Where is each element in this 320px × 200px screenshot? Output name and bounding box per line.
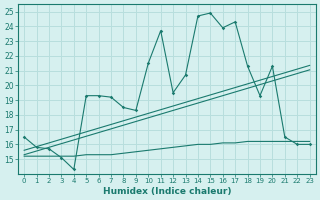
X-axis label: Humidex (Indice chaleur): Humidex (Indice chaleur) <box>103 187 231 196</box>
